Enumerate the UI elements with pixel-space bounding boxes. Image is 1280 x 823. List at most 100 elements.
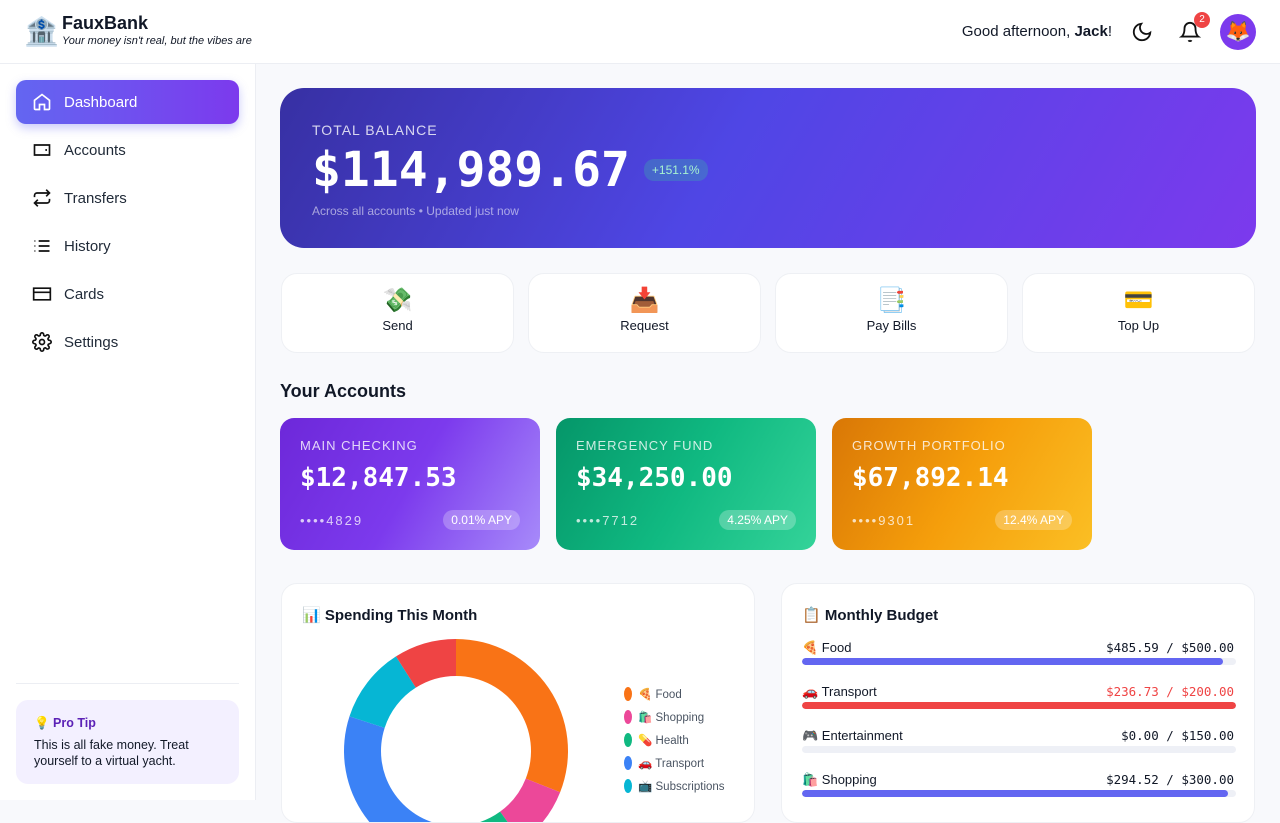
legend-dot — [624, 756, 632, 770]
icon-path — [34, 240, 50, 252]
budget-label: 🚗 Transport — [802, 684, 877, 699]
nav-label: Cards — [64, 285, 105, 303]
user-name: Jack — [1074, 23, 1108, 40]
section-title: Your Accounts — [280, 381, 407, 401]
budget-bar — [802, 790, 1229, 797]
action-icon: 💸 — [382, 287, 413, 314]
icon-path — [32, 287, 52, 301]
balance-label: TOTAL BALANCE — [312, 122, 438, 138]
action-label: Top Up — [1117, 318, 1160, 333]
notification-badge: 2 — [1194, 12, 1210, 28]
account-amount: $67,892.14 — [852, 463, 1009, 493]
legend-dot — [624, 733, 632, 747]
tip-text: This is all fake money. Treat yourself t… — [34, 738, 189, 768]
greeting-text: Good afternoon, — [961, 23, 1071, 40]
budget-label: 🎮 Entertainment — [802, 728, 903, 743]
account-apy: 12.4% APY — [995, 510, 1072, 530]
legend-label: 💊 Health — [638, 733, 689, 747]
nav-item[interactable]: Transfers — [16, 176, 239, 220]
nav-label: Transfers — [64, 189, 127, 207]
donut-chart: 🍕 Food 🛍️ Shopping 💊 Health 🚗 Transport 📺 Su… — [344, 639, 725, 822]
donut-segment — [344, 716, 432, 822]
legend-label: 🍕 Food — [638, 687, 682, 701]
budget-amount: $294.52 / $300.00 — [1106, 772, 1234, 787]
account-number: ••••9301 — [852, 513, 916, 528]
nav-item[interactable]: Cards — [16, 272, 239, 316]
budget-label: 🛍️ Shopping — [802, 772, 877, 787]
action-button[interactable]: 📑 Pay Bills — [775, 273, 1008, 353]
account-amount: $34,250.00 — [576, 463, 733, 493]
nav-label: Accounts — [64, 141, 126, 159]
account-apy: 4.25% APY — [719, 510, 796, 530]
account-name: GROWTH PORTFOLIO — [852, 438, 1006, 453]
donut-segment — [456, 639, 568, 793]
nav-icon — [34, 240, 50, 252]
icon-path — [33, 189, 51, 207]
action-label: Request — [620, 318, 669, 333]
nav-item[interactable]: History — [16, 224, 239, 268]
budget-track — [802, 658, 1236, 665]
divider — [16, 683, 239, 684]
budget-title: 📋 Monthly Budget — [802, 607, 939, 624]
nav-icon — [32, 287, 52, 301]
budget-amount: $0.00 / $150.00 — [1121, 728, 1234, 743]
brand: FauxBank — [62, 13, 149, 33]
action-button[interactable]: 📥 Request — [528, 273, 761, 353]
balance-note: Across all accounts • Updated just now — [312, 204, 519, 218]
budget-bar — [802, 702, 1236, 709]
budget-bar — [802, 658, 1224, 665]
greeting: Good afternoon, Jack! — [962, 23, 1112, 40]
budget-track — [802, 702, 1236, 709]
nav-icon — [33, 144, 51, 156]
sidebar: Dashboard Accounts Transfers History Cards Se… — [0, 64, 256, 800]
budget-amount: $236.73 / $200.00 — [1106, 684, 1234, 699]
spending-card: 📊 Spending This Month 🍕 Food 🛍️ Shopping 💊… — [281, 583, 755, 823]
account-card[interactable]: EMERGENCY FUND $34,250.00 ••••7712 4.25% AP… — [556, 418, 816, 550]
budget-label: 🍕 Food — [802, 640, 852, 655]
icon-path — [32, 332, 52, 352]
nav-item[interactable]: Settings — [16, 320, 239, 364]
theme-toggle[interactable] — [1131, 21, 1153, 43]
balance-amount: $114,989.67 — [312, 142, 630, 198]
account-number: ••••7712 — [576, 513, 640, 528]
action-label: Send — [382, 318, 413, 333]
icon-path — [33, 144, 51, 156]
action-icon: 📥 — [629, 287, 660, 314]
nav-icon — [32, 332, 52, 352]
nav-item[interactable]: Accounts — [16, 128, 239, 172]
nav-label: Settings — [64, 333, 119, 351]
budget-track — [802, 746, 1236, 753]
notifications[interactable] — [1179, 21, 1201, 43]
action-icon: 📑 — [876, 287, 907, 314]
action-button[interactable]: 💸 Send — [281, 273, 514, 353]
nav-label: History — [64, 237, 111, 255]
legend-dot — [624, 687, 632, 701]
legend-label: 🛍️ Shopping — [638, 710, 704, 724]
account-name: EMERGENCY FUND — [576, 438, 714, 453]
nav-label: Dashboard — [64, 93, 138, 111]
account-number: ••••4829 — [300, 513, 364, 528]
avatar[interactable]: 🦊 — [1220, 14, 1256, 50]
account-card[interactable]: GROWTH PORTFOLIO $67,892.14 ••••9301 12.4% … — [832, 418, 1092, 550]
action-button[interactable]: 💳 Top Up — [1022, 273, 1255, 353]
legend-dot — [624, 779, 632, 793]
tagline: Your money isn't real, but the vibes are — [62, 35, 252, 47]
account-amount: $12,847.53 — [300, 463, 457, 493]
spending-title: 📊 Spending This Month — [302, 607, 478, 624]
logo: 🏦 — [24, 16, 59, 47]
nav-icon — [33, 189, 51, 207]
action-icon: 💳 — [1123, 287, 1154, 314]
balance-card: TOTAL BALANCE $114,989.67 +151.1% Across… — [280, 88, 1256, 248]
budget-card: 📋 Monthly Budget 🍕 Food $485.59 / $500.00… — [781, 583, 1255, 823]
header: 🏦 FauxBank Your money isn't real, but th… — [0, 0, 1280, 64]
tip-title: 💡 Pro Tip — [34, 716, 96, 730]
account-card[interactable]: MAIN CHECKING $12,847.53 ••••4829 0.01% APY — [280, 418, 540, 550]
account-name: MAIN CHECKING — [300, 438, 418, 453]
account-apy: 0.01% APY — [443, 510, 520, 530]
action-label: Pay Bills — [866, 318, 917, 333]
punct: ! — [1107, 23, 1112, 40]
nav-item[interactable]: Dashboard — [16, 80, 239, 124]
legend-dot — [624, 710, 632, 724]
